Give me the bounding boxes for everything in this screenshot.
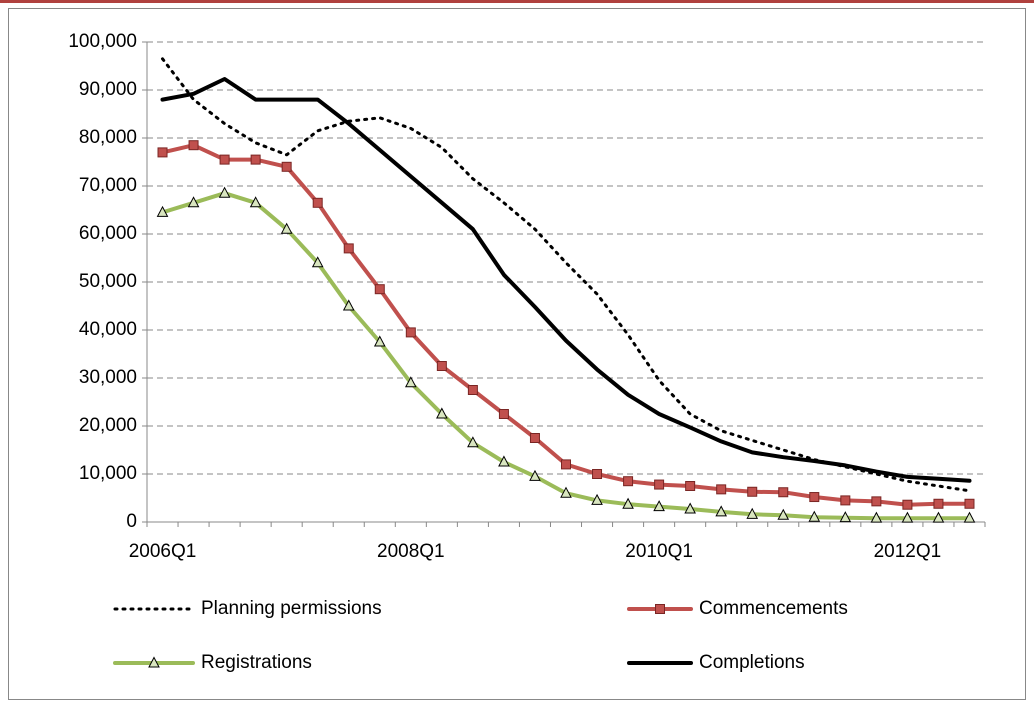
- legend-marker: [655, 604, 665, 614]
- data-point: [870, 511, 883, 523]
- data-point: [498, 409, 509, 419]
- data-point: [623, 476, 634, 487]
- data-point: [778, 487, 789, 498]
- data-point: [311, 256, 324, 268]
- data-point: [467, 436, 479, 448]
- data-point: [777, 508, 790, 520]
- data-point: [871, 496, 882, 507]
- y-tick-label: 10,000: [79, 463, 137, 484]
- data-point: [684, 502, 696, 514]
- data-point: [157, 147, 168, 158]
- data-point: [405, 327, 416, 338]
- data-point: [312, 197, 323, 208]
- data-point: [622, 497, 634, 509]
- data-point: [529, 433, 540, 443]
- data-point: [963, 511, 976, 523]
- data-point: [839, 511, 852, 523]
- data-point: [188, 140, 199, 151]
- y-tick-label: 90,000: [79, 79, 137, 100]
- y-tick-label: 80,000: [79, 127, 137, 148]
- y-tick-label: 0: [126, 511, 137, 532]
- y-tick-label: 20,000: [79, 415, 137, 436]
- data-point: [374, 284, 385, 295]
- legend-marker: [148, 656, 160, 668]
- x-tick-label: 2006Q1: [129, 541, 197, 562]
- legend-label: Commencements: [699, 598, 848, 619]
- data-point: [808, 510, 821, 522]
- data-point: [187, 196, 200, 208]
- data-point: [654, 479, 665, 490]
- data-point: [249, 196, 262, 208]
- data-point: [218, 186, 231, 198]
- legend-label: Planning permissions: [201, 598, 382, 619]
- chart-border: [8, 8, 1026, 700]
- x-tick-label: 2008Q1: [377, 541, 445, 562]
- data-point: [560, 486, 572, 498]
- series-line: [160, 143, 972, 507]
- series-line: [160, 191, 972, 521]
- data-point: [747, 486, 758, 497]
- top-rule: [0, 0, 1034, 3]
- data-point: [250, 154, 261, 165]
- data-point: [467, 385, 478, 395]
- series-line: [160, 77, 972, 483]
- y-tick-label: 100,000: [68, 31, 137, 52]
- y-tick-label: 70,000: [79, 175, 137, 196]
- data-point: [901, 511, 914, 523]
- legend-label: Completions: [699, 652, 805, 673]
- data-point: [436, 407, 448, 419]
- data-point: [529, 469, 541, 481]
- data-point: [902, 499, 913, 510]
- data-point: [404, 376, 417, 388]
- data-point: [156, 205, 169, 217]
- data-point: [653, 500, 665, 512]
- x-tick-label: 2012Q1: [874, 541, 942, 562]
- data-point: [281, 161, 292, 172]
- x-tick-label: 2010Q1: [625, 541, 693, 562]
- data-point: [746, 507, 759, 519]
- data-point: [932, 511, 945, 523]
- y-tick-label: 30,000: [79, 367, 137, 388]
- y-tick-label: 50,000: [79, 271, 137, 292]
- data-point: [342, 299, 355, 311]
- data-point: [933, 498, 944, 509]
- data-point: [280, 222, 293, 234]
- data-point: [964, 498, 975, 509]
- data-point: [343, 243, 354, 254]
- data-point: [716, 484, 727, 495]
- data-point: [498, 455, 510, 467]
- data-point: [591, 493, 603, 505]
- data-point: [561, 459, 571, 470]
- y-tick-label: 60,000: [79, 223, 137, 244]
- data-point: [373, 335, 386, 347]
- data-point: [715, 505, 728, 517]
- legend-label: Registrations: [201, 652, 312, 673]
- data-point: [685, 481, 696, 491]
- data-point: [436, 361, 447, 371]
- data-point: [592, 469, 603, 479]
- data-point: [840, 495, 851, 506]
- data-point: [219, 154, 230, 165]
- y-tick-label: 40,000: [79, 319, 137, 340]
- data-point: [809, 492, 820, 503]
